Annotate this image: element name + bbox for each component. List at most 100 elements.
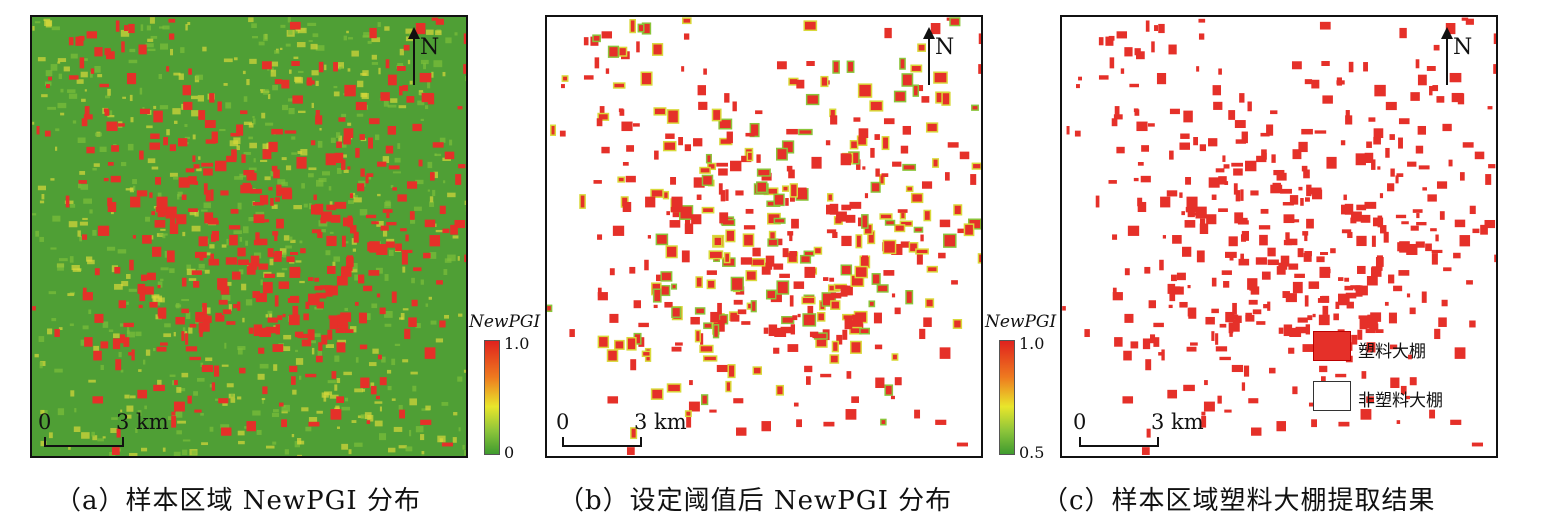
vegetation-speckle <box>48 432 53 439</box>
greenhouse-patch <box>258 347 265 354</box>
greenhouse-patch <box>308 293 320 306</box>
vegetation-speckle <box>402 359 409 363</box>
vegetation-speckle <box>339 143 347 148</box>
greenhouse-patch <box>708 281 715 288</box>
greenhouse-patch <box>726 382 731 391</box>
north-label: N <box>1453 35 1473 60</box>
vegetation-speckle <box>140 24 144 31</box>
vegetation-speckle <box>405 28 413 34</box>
greenhouse-patch <box>787 344 799 352</box>
scale-end: 3 km <box>116 410 169 434</box>
greenhouse-patch <box>782 317 793 323</box>
vegetation-speckle <box>242 226 249 234</box>
greenhouse-patch <box>1176 272 1186 281</box>
vegetation-speckle <box>280 24 286 28</box>
vegetation-speckle <box>57 61 61 64</box>
greenhouse-patch <box>103 177 109 182</box>
greenhouse-patch <box>439 205 446 215</box>
vegetation-speckle <box>237 202 242 210</box>
vegetation-speckle <box>144 405 147 410</box>
vegetation-speckle <box>172 380 175 386</box>
greenhouse-patch <box>332 285 338 296</box>
greenhouse-patch <box>599 337 608 347</box>
greenhouse-patch <box>1426 66 1436 71</box>
vegetation-speckle <box>255 211 265 216</box>
greenhouse-patch <box>696 277 702 287</box>
greenhouse-patch <box>1120 68 1125 74</box>
greenhouse-patch <box>32 306 36 311</box>
greenhouse-patch <box>1319 266 1331 278</box>
greenhouse-patch <box>797 313 801 318</box>
greenhouse-patch <box>1184 220 1196 228</box>
greenhouse-patch <box>1256 155 1267 163</box>
greenhouse-patch <box>935 419 947 425</box>
vegetation-speckle <box>245 299 253 306</box>
greenhouse-patch <box>768 324 778 337</box>
vegetation-speckle <box>204 269 210 274</box>
vegetation-speckle <box>343 371 352 376</box>
greenhouse-patch <box>1179 192 1183 198</box>
greenhouse-patch <box>733 299 743 305</box>
greenhouse-patch <box>395 243 402 252</box>
greenhouse-patch <box>226 155 237 163</box>
greenhouse-patch <box>387 74 397 86</box>
vegetation-speckle <box>239 237 243 242</box>
vegetation-speckle <box>417 100 425 106</box>
greenhouse-patch <box>693 177 705 188</box>
greenhouse-patch <box>292 305 299 315</box>
vegetation-speckle <box>323 391 333 396</box>
greenhouse-patch <box>1213 101 1223 110</box>
greenhouse-patch <box>218 299 228 305</box>
greenhouse-patch <box>1066 126 1070 135</box>
greenhouse-patch <box>933 159 938 167</box>
north-arrow-icon <box>923 27 935 85</box>
vegetation-speckle <box>37 57 46 62</box>
greenhouse-patch <box>1285 293 1297 303</box>
vegetation-speckle <box>285 43 291 47</box>
greenhouse-patch <box>1154 25 1159 32</box>
vegetation-speckle <box>107 88 111 96</box>
greenhouse-patch <box>1231 162 1244 167</box>
vegetation-speckle <box>185 24 188 31</box>
vegetation-speckle <box>350 195 358 198</box>
vegetation-speckle <box>45 70 53 77</box>
greenhouse-patch <box>873 274 880 284</box>
greenhouse-patch <box>199 237 207 246</box>
greenhouse-patch <box>657 235 667 244</box>
scale-bar-line <box>562 437 642 447</box>
greenhouse-patch <box>274 233 278 242</box>
vegetation-speckle <box>276 272 285 278</box>
greenhouse-patch <box>1409 307 1416 315</box>
greenhouse-patch <box>583 75 594 80</box>
greenhouse-patch <box>436 280 443 285</box>
greenhouse-patch <box>789 295 794 307</box>
vegetation-speckle <box>175 304 182 308</box>
greenhouse-patch <box>220 286 230 295</box>
thresholded-raster-b <box>547 17 981 455</box>
greenhouse-patch <box>1370 267 1382 277</box>
greenhouse-patch <box>1229 325 1233 337</box>
greenhouse-patch <box>278 281 290 289</box>
greenhouse-patch <box>841 204 852 211</box>
greenhouse-patch <box>1383 231 1389 243</box>
vegetation-speckle <box>77 183 82 189</box>
vegetation-speckle <box>341 113 347 118</box>
greenhouse-patch <box>412 123 422 132</box>
greenhouse-patch <box>1371 235 1376 247</box>
vegetation-speckle <box>153 347 156 352</box>
greenhouse-patch <box>1273 169 1285 176</box>
map-panel-c <box>1060 15 1498 458</box>
vegetation-speckle <box>186 268 196 276</box>
vegetation-speckle <box>293 56 299 60</box>
vegetation-speckle <box>177 191 183 197</box>
greenhouse-patch <box>1422 187 1427 191</box>
greenhouse-patch <box>157 210 165 218</box>
greenhouse-patch <box>1084 329 1090 338</box>
scale-bar-b: 0 3 km <box>556 410 696 450</box>
greenhouse-patch <box>874 134 880 140</box>
greenhouse-patch <box>402 85 409 92</box>
greenhouse-patch <box>463 33 466 45</box>
greenhouse-patch <box>1488 164 1496 169</box>
vegetation-speckle <box>230 393 234 397</box>
vegetation-speckle <box>169 374 176 377</box>
